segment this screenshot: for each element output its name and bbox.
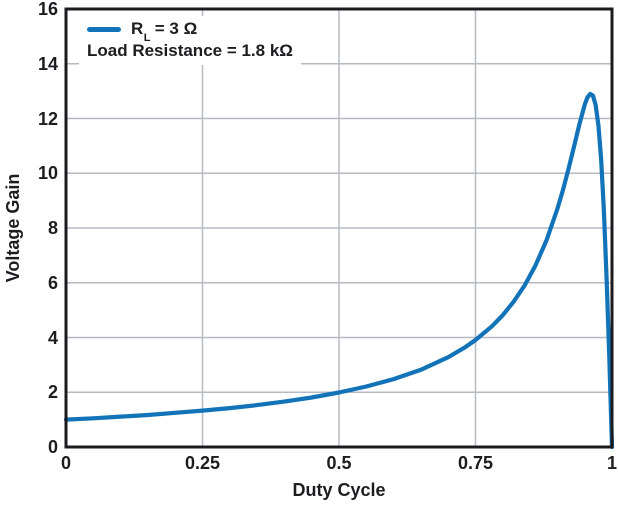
legend-line-swatch: [87, 26, 121, 32]
y-tick-label: 6: [47, 272, 58, 293]
y-tick-label: 16: [37, 0, 58, 19]
y-tick-label: 8: [47, 218, 58, 238]
plot-border: [64, 7, 614, 449]
y-axis-title: Voltage Gain: [3, 173, 23, 283]
x-tick-label: 0.75: [457, 453, 494, 473]
x-tick-label: 0: [60, 453, 71, 473]
legend-note: Load Resistance = 1.8 kΩ: [87, 41, 293, 60]
x-tick-label: 0.5: [326, 453, 352, 473]
y-tick-label: 12: [37, 108, 58, 129]
x-tick-label: 0.25: [184, 453, 221, 473]
y-tick-label: 2: [47, 382, 58, 403]
y-tick-label: 10: [37, 163, 58, 184]
y-tick-label: 14: [37, 53, 58, 74]
gain-curve: [63, 91, 615, 450]
legend-series-label: RL = 3 Ω: [131, 19, 198, 45]
legend-series-row: RL = 3 Ω: [87, 18, 293, 45]
legend: RL = 3 Ω Load Resistance = 1.8 kΩ: [79, 16, 301, 65]
x-axis-title: Duty Cycle: [292, 480, 386, 500]
y-tick-label: 4: [47, 327, 58, 348]
x-tick-label: 1: [606, 453, 617, 473]
y-tick-label: 0: [47, 437, 58, 457]
